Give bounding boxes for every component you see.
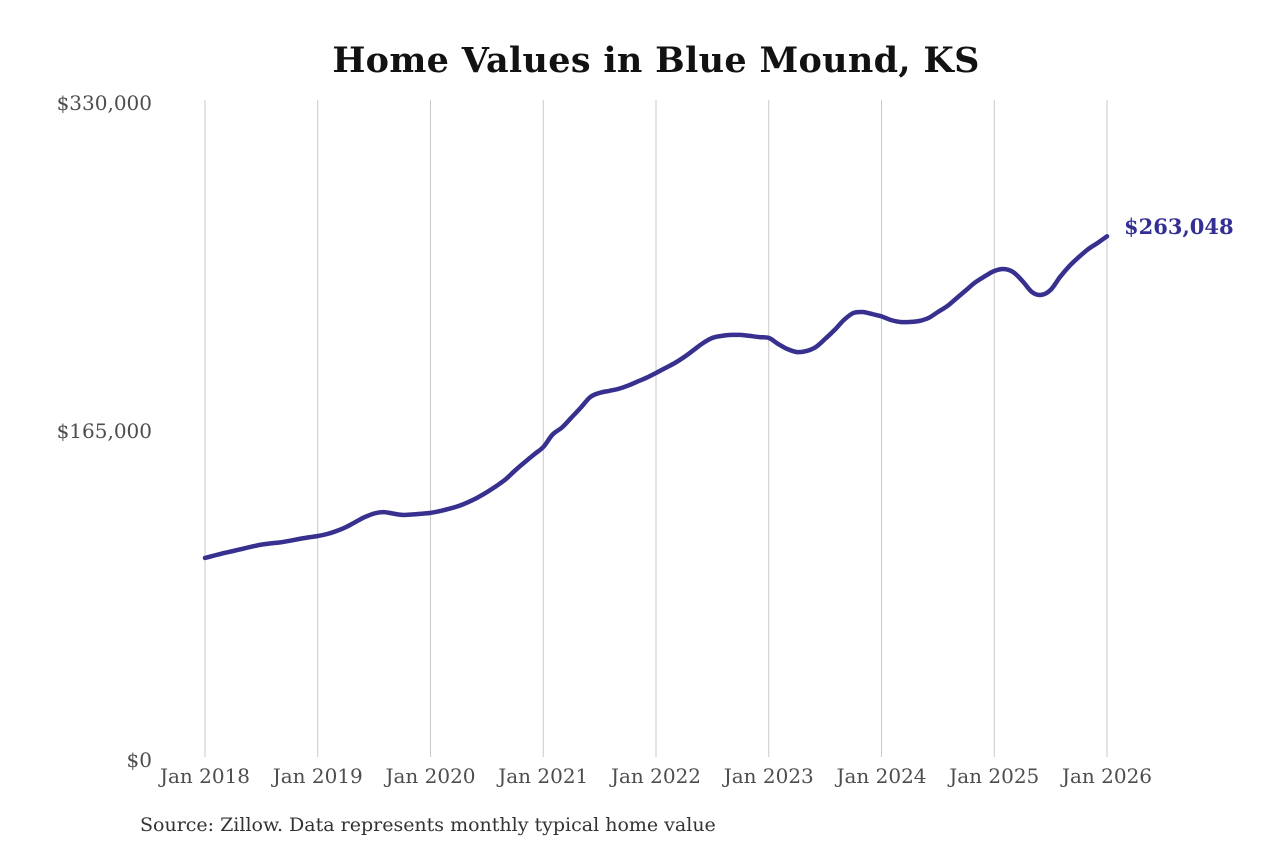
y-axis-tick-0: $0 (126, 748, 152, 772)
x-axis-tick-label: Jan 2023 (723, 764, 814, 788)
x-axis-tick-label: Jan 2024 (836, 764, 927, 788)
latest-value-label: $263,048 (1124, 214, 1234, 239)
vertical-gridlines (204, 100, 1108, 757)
x-axis-tick-label: Jan 2021 (498, 764, 589, 788)
x-axis-tick-label: Jan 2019 (272, 764, 363, 788)
source-note: Source: Zillow. Data represents monthly … (140, 814, 716, 836)
x-axis-tick-label: Jan 2025 (949, 764, 1040, 788)
y-axis-tick-165000: $165,000 (56, 419, 152, 443)
x-axis-tick-label: Jan 2020 (385, 764, 476, 788)
x-axis-tick-label: Jan 2022 (610, 764, 702, 788)
y-axis-tick-330000: $330,000 (56, 91, 152, 115)
x-axis-tick-label: Jan 2026 (1061, 764, 1153, 788)
x-axis-tick-label: Jan 2018 (159, 764, 251, 788)
home-value-line-series (202, 234, 1110, 561)
chart-title: Home Values in Blue Mound, KS (332, 40, 980, 81)
